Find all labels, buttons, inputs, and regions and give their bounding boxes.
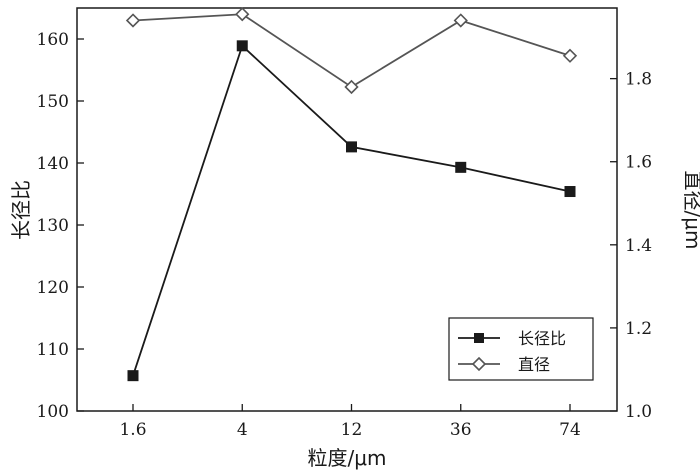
y-right-tick-label: 1.8	[625, 70, 652, 90]
x-tick-label: 74	[559, 420, 581, 440]
plot-frame	[76, 7, 618, 412]
data-point-diameter	[344, 79, 359, 95]
data-point-aspect-ratio	[564, 186, 576, 198]
y-right-axis-ticks: 1.0 1.2 1.4 1.6 1.8	[610, 70, 652, 422]
legend-label-aspect-ratio: 长径比	[518, 329, 566, 348]
y-right-tick-label: 1.2	[625, 319, 652, 339]
y-left-tick-label: 150	[37, 92, 69, 112]
data-point-diameter	[125, 13, 141, 28]
y-left-tick-label: 140	[37, 154, 69, 174]
y-right-tick-label: 1.4	[625, 236, 652, 256]
legend-box	[448, 317, 594, 381]
x-tick-label: 1.6	[119, 420, 146, 440]
data-point-diameter	[453, 13, 468, 28]
legend-label-diameter: 直径	[518, 355, 550, 374]
data-point-diameter	[562, 48, 578, 63]
series-layer	[125, 7, 578, 382]
y-left-tick-label: 110	[37, 340, 69, 360]
x-axis-ticks: 1.6 4 12 36 74	[119, 404, 581, 440]
data-point-aspect-ratio	[346, 141, 357, 153]
y-left-axis-title: 长径比	[9, 180, 33, 240]
y-left-axis-ticks: 100 110 120 130 140 150 160	[37, 30, 84, 422]
data-point-aspect-ratio	[127, 370, 139, 382]
x-tick-label: 4	[237, 420, 248, 440]
y-left-tick-label: 160	[37, 30, 69, 50]
y-left-tick-label: 130	[37, 216, 69, 236]
data-point-aspect-ratio	[455, 161, 467, 173]
x-tick-label: 12	[341, 420, 363, 440]
x-tick-label: 36	[450, 420, 472, 440]
y-right-tick-label: 1.6	[625, 153, 652, 173]
legend: 长径比 直径	[448, 317, 594, 381]
x-axis-title: 粒度/μm	[308, 446, 387, 470]
series-line-1	[132, 13, 571, 89]
data-point-diameter	[235, 7, 250, 22]
legend-marker-diameter	[471, 356, 487, 372]
y-right-tick-label: 1.0	[625, 402, 652, 422]
y-right-axis-title: 直径/μm	[681, 171, 700, 250]
y-left-tick-label: 100	[37, 402, 69, 422]
legend-marker-aspect-ratio	[474, 333, 484, 343]
data-point-aspect-ratio	[236, 40, 248, 52]
y-left-tick-label: 120	[37, 278, 69, 298]
